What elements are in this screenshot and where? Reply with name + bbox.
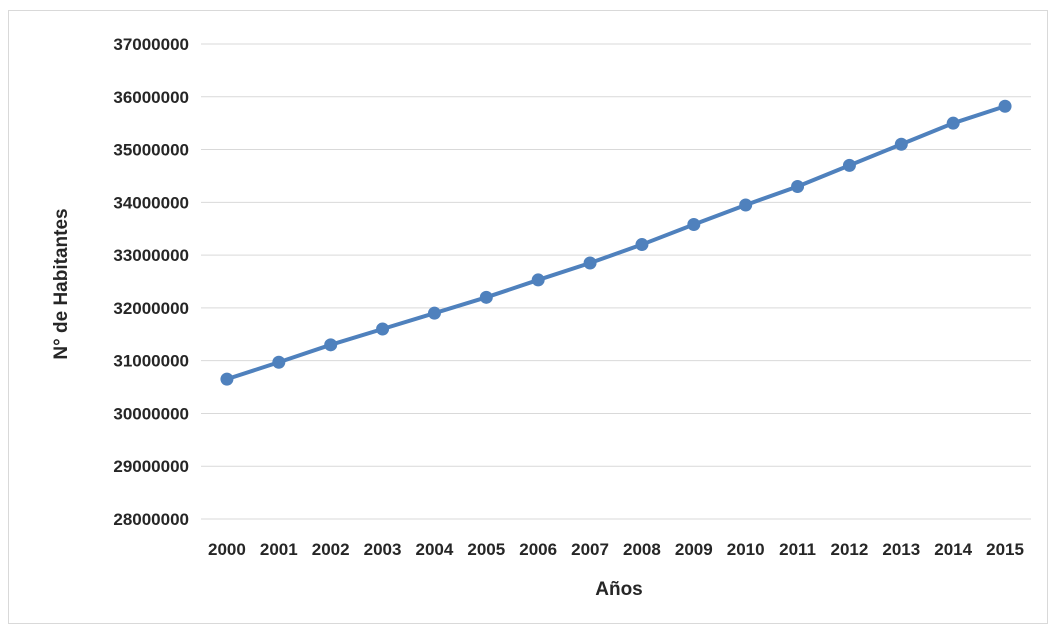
x-tick-label: 2008 (623, 540, 661, 559)
y-axis-tick-labels: 28000000 29000000 30000000 31000000 32000000… (113, 35, 189, 529)
y-tick-label: 34000000 (113, 193, 189, 212)
data-point (791, 180, 805, 193)
x-tick-label: 2010 (727, 540, 765, 559)
x-tick-label: 2014 (934, 540, 972, 559)
data-point (479, 290, 493, 304)
y-tick-label: 37000000 (113, 35, 189, 54)
data-point (687, 218, 701, 231)
data-point (220, 372, 234, 386)
x-tick-label: 2012 (831, 540, 869, 559)
x-tick-label: 2005 (467, 540, 505, 559)
series-line (226, 104, 1006, 382)
x-tick-label: 2002 (312, 540, 350, 559)
x-tick-label: 2007 (571, 540, 609, 559)
x-tick-label: 2001 (260, 540, 298, 559)
data-point (531, 273, 545, 287)
x-tick-label: 2003 (364, 540, 402, 559)
data-point (894, 137, 908, 151)
data-point (324, 338, 338, 352)
x-tick-label: 2013 (882, 540, 920, 559)
y-tick-label: 28000000 (113, 510, 189, 529)
x-tick-label: 2004 (416, 540, 454, 559)
x-tick-label: 2011 (779, 540, 816, 559)
x-axis-tick-labels: 2000 2001 2002 2003 2004 2005 2006 2007 2008 2009… (208, 540, 1024, 559)
y-tick-label: 35000000 (113, 141, 189, 160)
data-point (272, 355, 286, 369)
y-tick-label: 29000000 (113, 457, 189, 476)
data-point (583, 256, 597, 270)
y-tick-label: 33000000 (113, 246, 189, 265)
y-axis-title: N° de Habitantes (51, 208, 72, 359)
gridlines (201, 43, 1031, 520)
line-chart: 28000000 29000000 30000000 31000000 32000000… (51, 35, 1031, 600)
x-tick-label: 2009 (675, 540, 713, 559)
x-tick-label: 2006 (519, 540, 557, 559)
y-tick-label: 30000000 (113, 404, 189, 423)
series-layer (220, 99, 1012, 386)
x-axis-title: Años (595, 579, 643, 600)
x-tick-label: 2015 (986, 540, 1024, 559)
y-tick-label: 32000000 (113, 299, 189, 318)
chart-area: 28000000 29000000 30000000 31000000 32000000… (8, 10, 1048, 624)
data-point (376, 322, 390, 336)
y-tick-label: 31000000 (113, 352, 189, 371)
data-point (946, 116, 960, 130)
data-point (739, 198, 753, 212)
y-tick-label: 36000000 (113, 88, 189, 107)
data-point (635, 238, 649, 252)
x-tick-label: 2000 (208, 540, 246, 559)
data-point (842, 158, 856, 172)
data-point (427, 306, 441, 320)
data-point (998, 99, 1012, 113)
